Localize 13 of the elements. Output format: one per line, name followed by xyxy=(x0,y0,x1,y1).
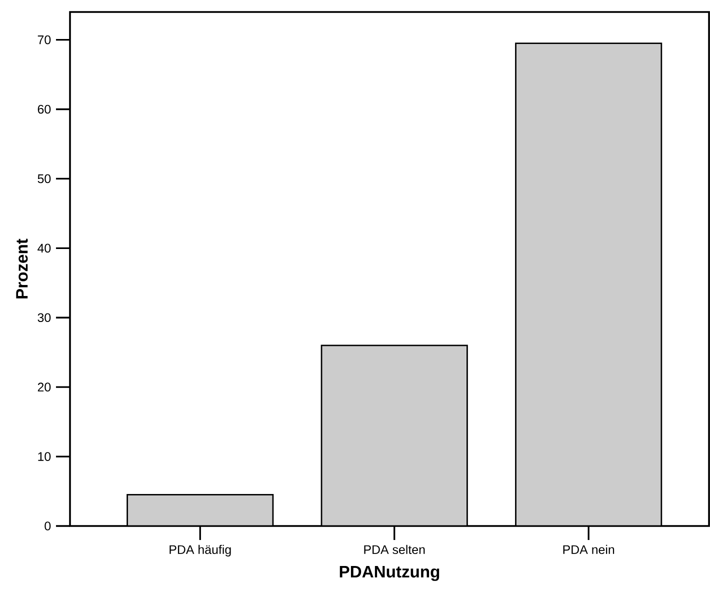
y-tick-label: 30 xyxy=(38,313,51,322)
y-tick-label: 40 xyxy=(38,244,51,253)
y-tick-label: 10 xyxy=(38,452,51,461)
x-tick-label: PDA nein xyxy=(563,544,614,554)
y-tick-label: 0 xyxy=(44,522,51,530)
y-tick-label: 20 xyxy=(38,382,51,392)
y-tick-label: 70 xyxy=(38,35,51,44)
x-axis-title: PDANutzung xyxy=(340,566,440,581)
x-tick-label: PDA selten xyxy=(364,544,425,554)
y-axis-title: Prozent xyxy=(16,238,28,298)
x-tick-label: PDA häufig xyxy=(170,544,231,556)
y-tick-label: 50 xyxy=(38,174,51,184)
y-tick-label: 60 xyxy=(38,104,51,114)
